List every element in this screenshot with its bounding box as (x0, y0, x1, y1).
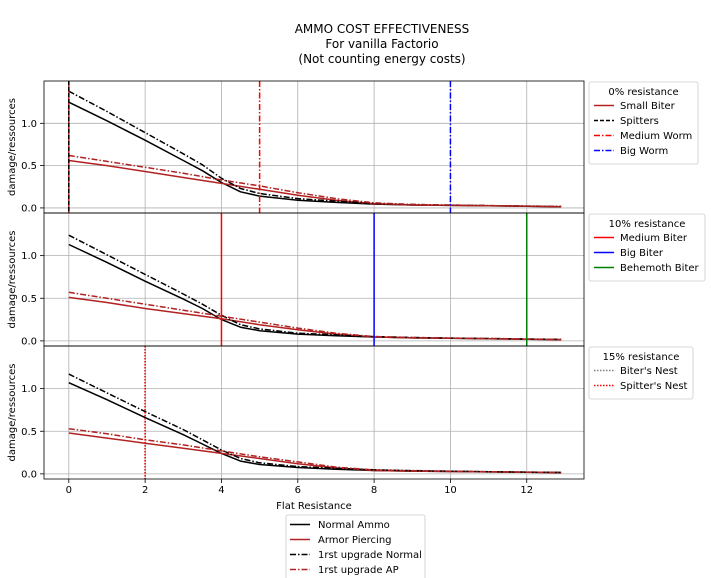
panel-3: 0.0 0.5 1.0 0 2 4 6 8 10 12 damage/ressources 15% r… (7, 345, 694, 496)
title-line-2: For vanilla Factorio (325, 37, 438, 51)
y-tick-label: 0.5 (21, 294, 37, 305)
legend-box (285, 514, 426, 578)
axes-frame (43, 212, 585, 347)
y-tick-label: 1.0 (21, 251, 37, 262)
legend-title: 0% resistance (608, 87, 678, 98)
figure-title: AMMO COST EFFECTIVENESS For vanilla Fact… (295, 22, 470, 66)
series-line-1rst-upgrade-normal (68, 234, 562, 341)
legend-box (588, 346, 694, 400)
series-line-normal-ammo (68, 101, 562, 208)
resistance-legend-1: 0% resistance Small Biter Spitters Medium W… (588, 81, 699, 165)
series-line-1rst-upgrade-ap (68, 427, 562, 474)
series-line-1rst-upgrade-ap (68, 154, 562, 208)
x-tick-label: 12 (520, 485, 533, 496)
legend-label: Medium Worm (620, 131, 692, 142)
plot-area (68, 81, 562, 213)
series-line-normal-ammo (68, 382, 562, 474)
y-tick-label: 0.0 (21, 336, 37, 347)
legend-label: Spitters (620, 116, 659, 127)
legend-label: 1rst upgrade AP (318, 565, 399, 576)
legend-title: 15% resistance (603, 352, 680, 363)
legend-label: Big Biter (620, 248, 664, 259)
x-tick-label: 0 (66, 485, 72, 496)
legend-label: Behemoth Biter (620, 263, 700, 274)
series-line-1rst-upgrade-ap (68, 291, 562, 341)
x-axis-label: Flat Resistance (276, 501, 352, 512)
series-line-1rst-upgrade-normal (68, 90, 562, 208)
legend-label: Big Worm (620, 146, 668, 157)
legend-label: Armor Piercing (318, 535, 392, 546)
x-tick-label: 6 (295, 485, 301, 496)
x-tick-label: 10 (444, 485, 457, 496)
y-axis-label: damage/ressources (7, 364, 18, 462)
plot-area (68, 213, 562, 346)
axes-frame (43, 345, 585, 480)
resistance-legend-3: 15% resistance Biter's Nest Spitter's Nest (588, 346, 694, 400)
axes-frame (43, 80, 585, 214)
series-line-1rst-upgrade-normal (68, 373, 562, 474)
y-axis-label: damage/ressources (7, 231, 18, 329)
legend-label: Small Biter (620, 101, 676, 112)
legend-box (588, 213, 706, 282)
title-line-3: (Not counting energy costs) (298, 52, 465, 66)
legend-label: 1rst upgrade Normal (318, 550, 422, 561)
legend-label: Medium Biter (620, 233, 688, 244)
legend-box (588, 81, 699, 165)
resistance-legend-2: 10% resistance Medium Biter Big Biter Behem… (588, 213, 706, 282)
x-tick-label: 4 (218, 485, 224, 496)
y-tick-label: 1.0 (21, 119, 37, 130)
x-tick-label: 2 (142, 485, 148, 496)
x-tick-label: 8 (371, 485, 377, 496)
legend-label: Spitter's Nest (620, 381, 688, 392)
y-tick-label: 0.0 (21, 203, 37, 214)
legend-label: Normal Ammo (318, 520, 390, 531)
y-tick-label: 0.0 (21, 469, 37, 480)
title-line-1: AMMO COST EFFECTIVENESS (295, 22, 470, 36)
legend-title: 10% resistance (609, 219, 686, 230)
legend-label: Biter's Nest (620, 366, 678, 377)
y-tick-label: 0.5 (21, 427, 37, 438)
series-line-normal-ammo (68, 243, 562, 341)
y-axis-label: damage/ressources (7, 98, 18, 196)
ammo-legend: Normal Ammo Armor Piercing 1rst upgrade No… (285, 514, 426, 578)
y-tick-label: 1.0 (21, 384, 37, 395)
y-tick-label: 0.5 (21, 161, 37, 172)
plot-area (68, 346, 562, 479)
